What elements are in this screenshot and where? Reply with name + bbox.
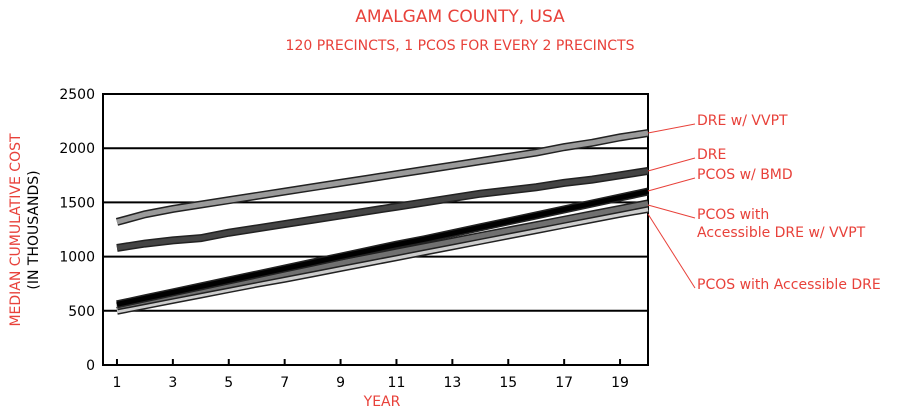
series-line	[116, 189, 649, 307]
leader-line	[647, 177, 696, 192]
y-tick-label: 0	[86, 358, 95, 374]
y-tick-label: 2000	[59, 141, 95, 157]
x-tick-label: 5	[224, 375, 233, 391]
leader-line	[647, 123, 696, 134]
y-axis-label: MEDIAN CUMULATIVE COST	[8, 133, 24, 327]
y-tick-label: 1500	[59, 195, 95, 211]
x-tick-label: 3	[168, 375, 177, 391]
leader-line	[647, 204, 696, 219]
y-tick-label: 2500	[59, 87, 95, 103]
chart-title: AMALGAM COUNTY, USA	[355, 7, 565, 27]
chart-subtitle: 120 PRECINCTS, 1 PCOS FOR EVERY 2 PRECIN…	[286, 38, 635, 54]
x-tick-label: 11	[388, 375, 406, 391]
x-tick-label: 17	[555, 375, 573, 391]
leader-line	[647, 213, 696, 289]
plot-frame	[102, 93, 649, 366]
x-tick-label: 19	[611, 375, 629, 391]
x-tick-label: 7	[280, 375, 289, 391]
y-tick-label: 1000	[59, 250, 95, 266]
x-tick-label: 1	[113, 375, 122, 391]
series-line	[116, 168, 649, 251]
x-tick-label: 13	[443, 375, 461, 391]
legend-label: PCOS with Accessible DRE	[697, 277, 881, 293]
x-tick-label: 9	[336, 375, 345, 391]
y-axis-note: (IN THOUSANDS)	[26, 170, 42, 289]
y-tick-label: 500	[68, 304, 95, 320]
legend-label: DRE	[697, 147, 727, 163]
x-tick-label: 15	[499, 375, 517, 391]
series-line	[116, 130, 649, 225]
legend-label: DRE w/ VVPT	[697, 113, 788, 129]
leader-line	[647, 157, 696, 172]
legend-label: PCOS with Accessible DRE w/ VVPT	[697, 207, 866, 241]
series-line	[116, 206, 649, 314]
x-axis-label: YEAR	[363, 394, 401, 410]
legend-label: PCOS w/ BMD	[697, 167, 793, 183]
